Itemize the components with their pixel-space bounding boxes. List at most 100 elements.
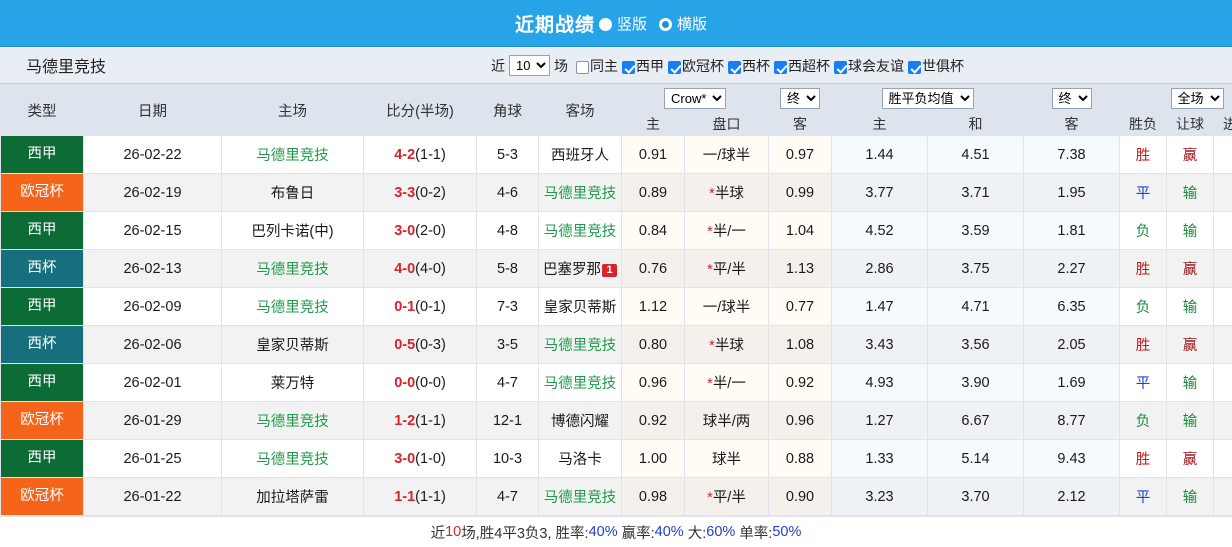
- cell-score[interactable]: 3-0(2-0): [364, 212, 477, 250]
- cell-home-team[interactable]: 马德里竞技: [222, 250, 364, 288]
- away-team-label: 马德里竞技: [544, 224, 617, 240]
- label-league-0[interactable]: 西甲: [636, 56, 664, 76]
- cell-away-team[interactable]: 马德里竞技: [539, 364, 622, 402]
- cell-away-team[interactable]: 西班牙人: [539, 136, 622, 174]
- cell-handicap-line: *半球: [685, 174, 769, 212]
- col-header-result: 胜负: [1120, 113, 1167, 136]
- cell-score[interactable]: 0-1(0-1): [364, 288, 477, 326]
- league-badge: 西甲: [1, 212, 83, 249]
- radio-vertical-label[interactable]: 竖版: [617, 13, 647, 34]
- cell-home-team[interactable]: 加拉塔萨雷: [222, 478, 364, 516]
- checkbox-league-4[interactable]: [834, 61, 847, 74]
- cell-home-team[interactable]: 马德里竞技: [222, 402, 364, 440]
- cell-away-team[interactable]: 马德里竞技: [539, 212, 622, 250]
- cell-score[interactable]: 3-0(1-0): [364, 440, 477, 478]
- cell-score[interactable]: 1-1(1-1): [364, 478, 477, 516]
- cell-league[interactable]: 西甲: [1, 440, 84, 478]
- radio-vertical-view[interactable]: [599, 18, 612, 31]
- cell-odds-away: 1.69: [1024, 364, 1120, 402]
- checkbox-league-2[interactable]: [728, 61, 741, 74]
- cell-result: 负: [1120, 288, 1167, 326]
- radio-horizontal-view[interactable]: [659, 18, 672, 31]
- cell-away-team[interactable]: 马德里竞技: [539, 326, 622, 364]
- cell-score[interactable]: 3-3(0-2): [364, 174, 477, 212]
- cell-score[interactable]: 1-2(1-1): [364, 402, 477, 440]
- cell-league[interactable]: 西杯: [1, 326, 84, 364]
- cell-home-team[interactable]: 马德里竞技: [222, 288, 364, 326]
- cell-home-team[interactable]: 布鲁日: [222, 174, 364, 212]
- scope-select[interactable]: 全场: [1171, 88, 1224, 109]
- score-full: 0-0: [394, 375, 415, 391]
- league-badge: 西甲: [1, 136, 83, 173]
- odds-company-select[interactable]: 胜平负均值: [882, 88, 974, 109]
- checkbox-league-5[interactable]: [908, 61, 921, 74]
- cell-handicap-home: 0.92: [622, 402, 685, 440]
- cell-league[interactable]: 欧冠杯: [1, 478, 84, 516]
- cell-handicap-result: 输: [1167, 288, 1214, 326]
- cell-league[interactable]: 西甲: [1, 136, 84, 174]
- odds-time-select[interactable]: 终: [1052, 88, 1092, 109]
- checkbox-league-1[interactable]: [668, 61, 681, 74]
- home-team-label: 巴列卡诺(中): [251, 224, 333, 240]
- cell-home-team[interactable]: 巴列卡诺(中): [222, 212, 364, 250]
- league-badge: 欧冠杯: [1, 402, 83, 439]
- label-same-home[interactable]: 同主: [590, 56, 618, 76]
- cell-home-team[interactable]: 皇家贝蒂斯: [222, 326, 364, 364]
- cell-handicap-away: 0.97: [769, 136, 832, 174]
- cell-odds-away: 2.12: [1024, 478, 1120, 516]
- col-header-type: 类型: [1, 85, 84, 136]
- league-badge: 西杯: [1, 250, 83, 287]
- checkbox-same-home[interactable]: [576, 61, 589, 74]
- handicap-company-select[interactable]: Crow*: [664, 88, 726, 109]
- cell-goals: 大: [1214, 212, 1232, 250]
- cell-league[interactable]: 西甲: [1, 212, 84, 250]
- home-team-label: 马德里竞技: [256, 300, 329, 316]
- cell-away-team[interactable]: 皇家贝蒂斯: [539, 288, 622, 326]
- cell-score[interactable]: 4-0(4-0): [364, 250, 477, 288]
- label-league-4[interactable]: 球会友谊: [848, 56, 904, 76]
- cell-away-team[interactable]: 马德里竞技: [539, 174, 622, 212]
- cell-league[interactable]: 欧冠杯: [1, 174, 84, 212]
- checkbox-league-3[interactable]: [774, 61, 787, 74]
- summary-label-big: 大:: [684, 522, 707, 543]
- radio-horizontal-label[interactable]: 横版: [677, 13, 707, 34]
- cell-score[interactable]: 4-2(1-1): [364, 136, 477, 174]
- checkbox-league-0[interactable]: [622, 61, 635, 74]
- cell-handicap-home: 0.80: [622, 326, 685, 364]
- cell-handicap-home: 0.96: [622, 364, 685, 402]
- handicap-time-cell: 终: [769, 85, 832, 113]
- cell-odds-draw: 3.59: [928, 212, 1024, 250]
- cell-league[interactable]: 西甲: [1, 288, 84, 326]
- cell-league[interactable]: 西杯: [1, 250, 84, 288]
- cell-home-team[interactable]: 马德里竞技: [222, 440, 364, 478]
- cell-handicap-home: 0.91: [622, 136, 685, 174]
- label-league-5[interactable]: 世俱杯: [922, 56, 964, 76]
- cell-home-team[interactable]: 莱万特: [222, 364, 364, 402]
- cell-away-team[interactable]: 马洛卡: [539, 440, 622, 478]
- handicap-time-select[interactable]: 终: [780, 88, 820, 109]
- cell-goals: 小: [1214, 478, 1232, 516]
- match-count-select[interactable]: 10: [509, 55, 550, 76]
- label-league-2[interactable]: 西杯: [742, 56, 770, 76]
- cell-home-team[interactable]: 马德里竞技: [222, 136, 364, 174]
- home-team-label: 莱万特: [271, 376, 315, 392]
- cell-away-team[interactable]: 马德里竞技: [539, 478, 622, 516]
- cell-league[interactable]: 西甲: [1, 364, 84, 402]
- label-league-3[interactable]: 西超杯: [788, 56, 830, 76]
- cell-away-team[interactable]: 博德闪耀: [539, 402, 622, 440]
- label-league-1[interactable]: 欧冠杯: [682, 56, 724, 76]
- cell-league[interactable]: 欧冠杯: [1, 402, 84, 440]
- cell-score[interactable]: 0-5(0-3): [364, 326, 477, 364]
- cell-score[interactable]: 0-0(0-0): [364, 364, 477, 402]
